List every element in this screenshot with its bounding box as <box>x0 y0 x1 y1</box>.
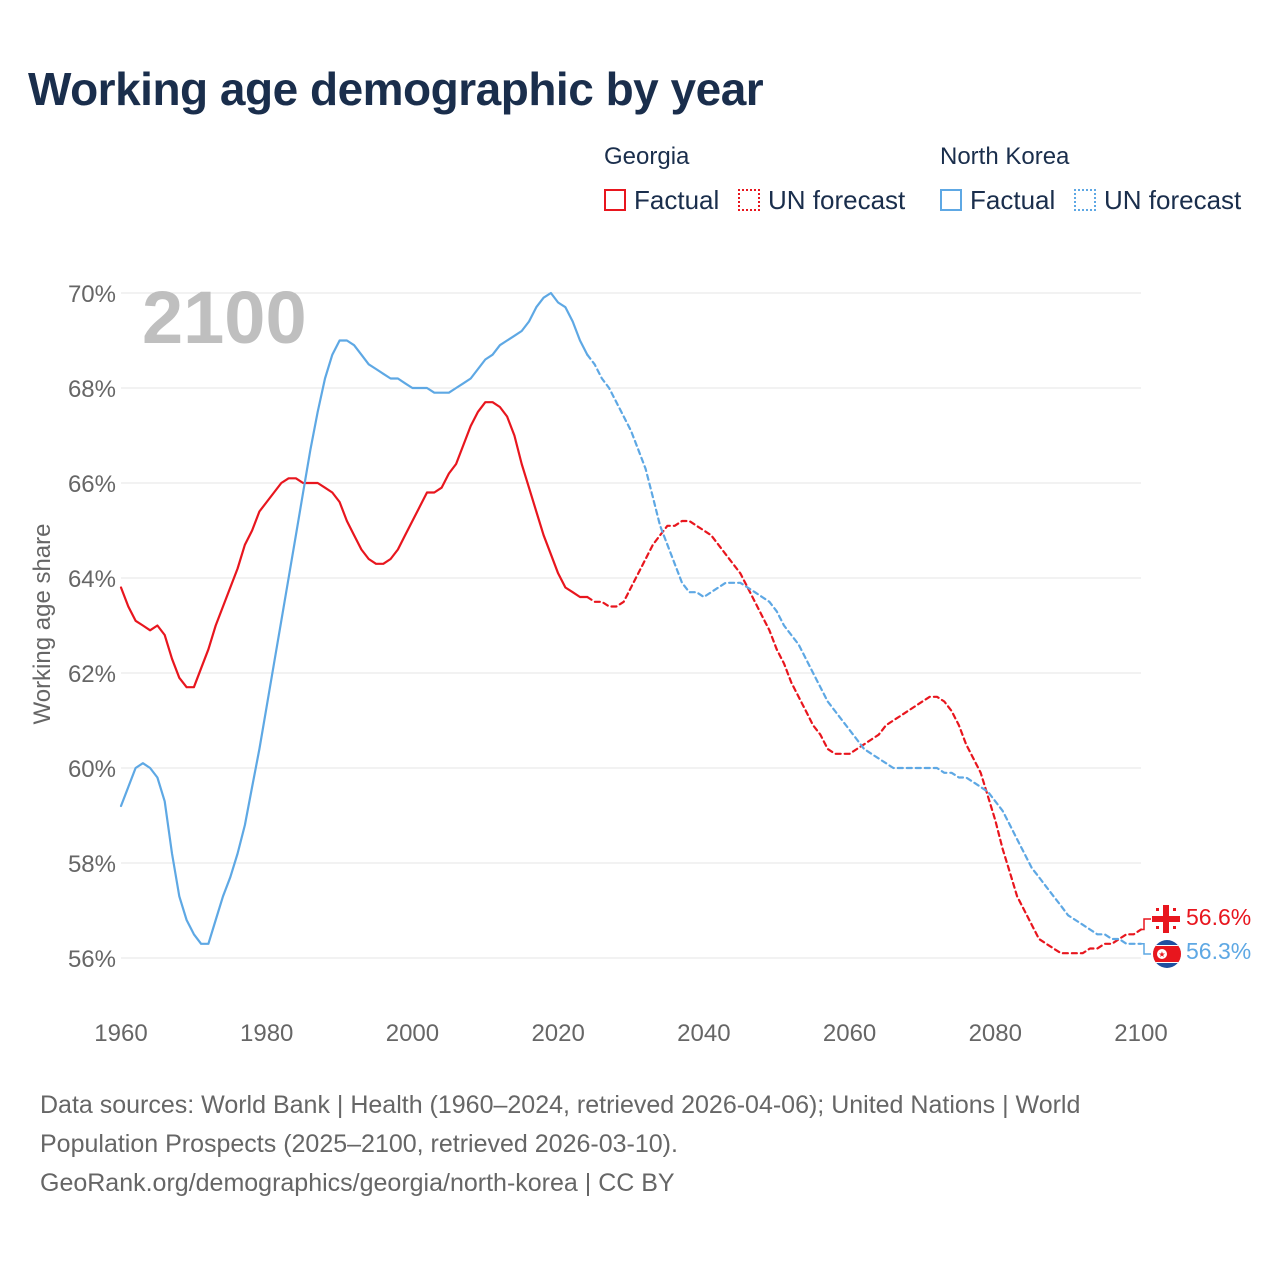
x-tick-label: 2080 <box>969 1020 1022 1047</box>
x-tick-label: 2040 <box>677 1020 730 1047</box>
legend-north-korea-factual-swatch <box>940 189 962 211</box>
chart-title: Working age demographic by year <box>28 63 764 115</box>
legend-georgia-factual-label: Factual <box>634 184 720 215</box>
x-tick-label: 1980 <box>240 1020 293 1047</box>
y-tick-label: 64% <box>68 566 116 593</box>
x-tick-label: 2100 <box>1114 1020 1167 1047</box>
north-korea-flag-icon: ★ <box>1153 940 1181 968</box>
legend-georgia-title: Georgia <box>604 143 690 170</box>
georgia-label-connector <box>1141 918 1151 931</box>
legend-north-korea-factual-label: Factual <box>970 184 1056 215</box>
north-korea-factual-line <box>119 291 589 945</box>
x-tick-label: 2000 <box>386 1020 439 1047</box>
legend-north-korea-title: North Korea <box>940 143 1070 170</box>
x-tick-label: 2060 <box>823 1020 876 1047</box>
legend-north-korea-factual[interactable]: Factual <box>940 183 1055 217</box>
georgia-flag-icon <box>1152 905 1180 933</box>
legend-georgia-forecast-swatch <box>738 189 760 211</box>
y-axis-ticks: 56% 58% 60% 62% 64% 66% 68% 70% <box>68 281 116 973</box>
grid-lines <box>121 292 1141 959</box>
legend-georgia-factual[interactable]: Factual <box>604 183 719 217</box>
x-axis-ticks: 1960 1980 2000 2020 2040 2060 2080 2100 <box>94 1020 1167 1047</box>
georgia-end-label: 56.6% <box>1186 904 1251 930</box>
y-tick-label: 66% <box>68 471 116 498</box>
north-korea-forecast-line <box>586 353 1143 945</box>
footer-sources: Data sources: World Bank | Health (1960–… <box>40 1086 1240 1203</box>
y-tick-label: 56% <box>68 946 116 973</box>
georgia-forecast-line <box>586 519 1143 955</box>
georgia-factual-line <box>119 401 589 689</box>
x-tick-label: 1960 <box>94 1020 147 1047</box>
footer-line-3[interactable]: GeoRank.org/demographics/georgia/north-k… <box>40 1169 675 1197</box>
x-tick-label: 2020 <box>531 1020 584 1047</box>
svg-text:★: ★ <box>1158 950 1165 959</box>
legend-georgia-forecast[interactable]: UN forecast <box>738 183 905 217</box>
legend-north-korea-forecast[interactable]: UN forecast <box>1074 183 1241 217</box>
legend-north-korea-forecast-swatch <box>1074 189 1096 211</box>
y-tick-label: 70% <box>68 281 116 308</box>
north-korea-label-connector <box>1141 943 1151 955</box>
y-tick-label: 58% <box>68 851 116 878</box>
y-tick-label: 62% <box>68 661 116 688</box>
y-tick-label: 60% <box>68 756 116 783</box>
footer-line-2: Population Prospects (2025–2100, retriev… <box>40 1130 678 1158</box>
footer-line-1: Data sources: World Bank | Health (1960–… <box>40 1091 1081 1119</box>
legend-georgia-factual-swatch <box>604 189 626 211</box>
series-lines <box>119 291 1151 955</box>
legend-georgia-forecast-label: UN forecast <box>768 184 906 215</box>
year-watermark: 2100 <box>142 276 307 359</box>
y-tick-label: 68% <box>68 376 116 403</box>
legend-north-korea-forecast-label: UN forecast <box>1104 184 1242 215</box>
y-axis-label: Working age share <box>29 524 56 725</box>
north-korea-end-label: 56.3% <box>1186 938 1251 964</box>
